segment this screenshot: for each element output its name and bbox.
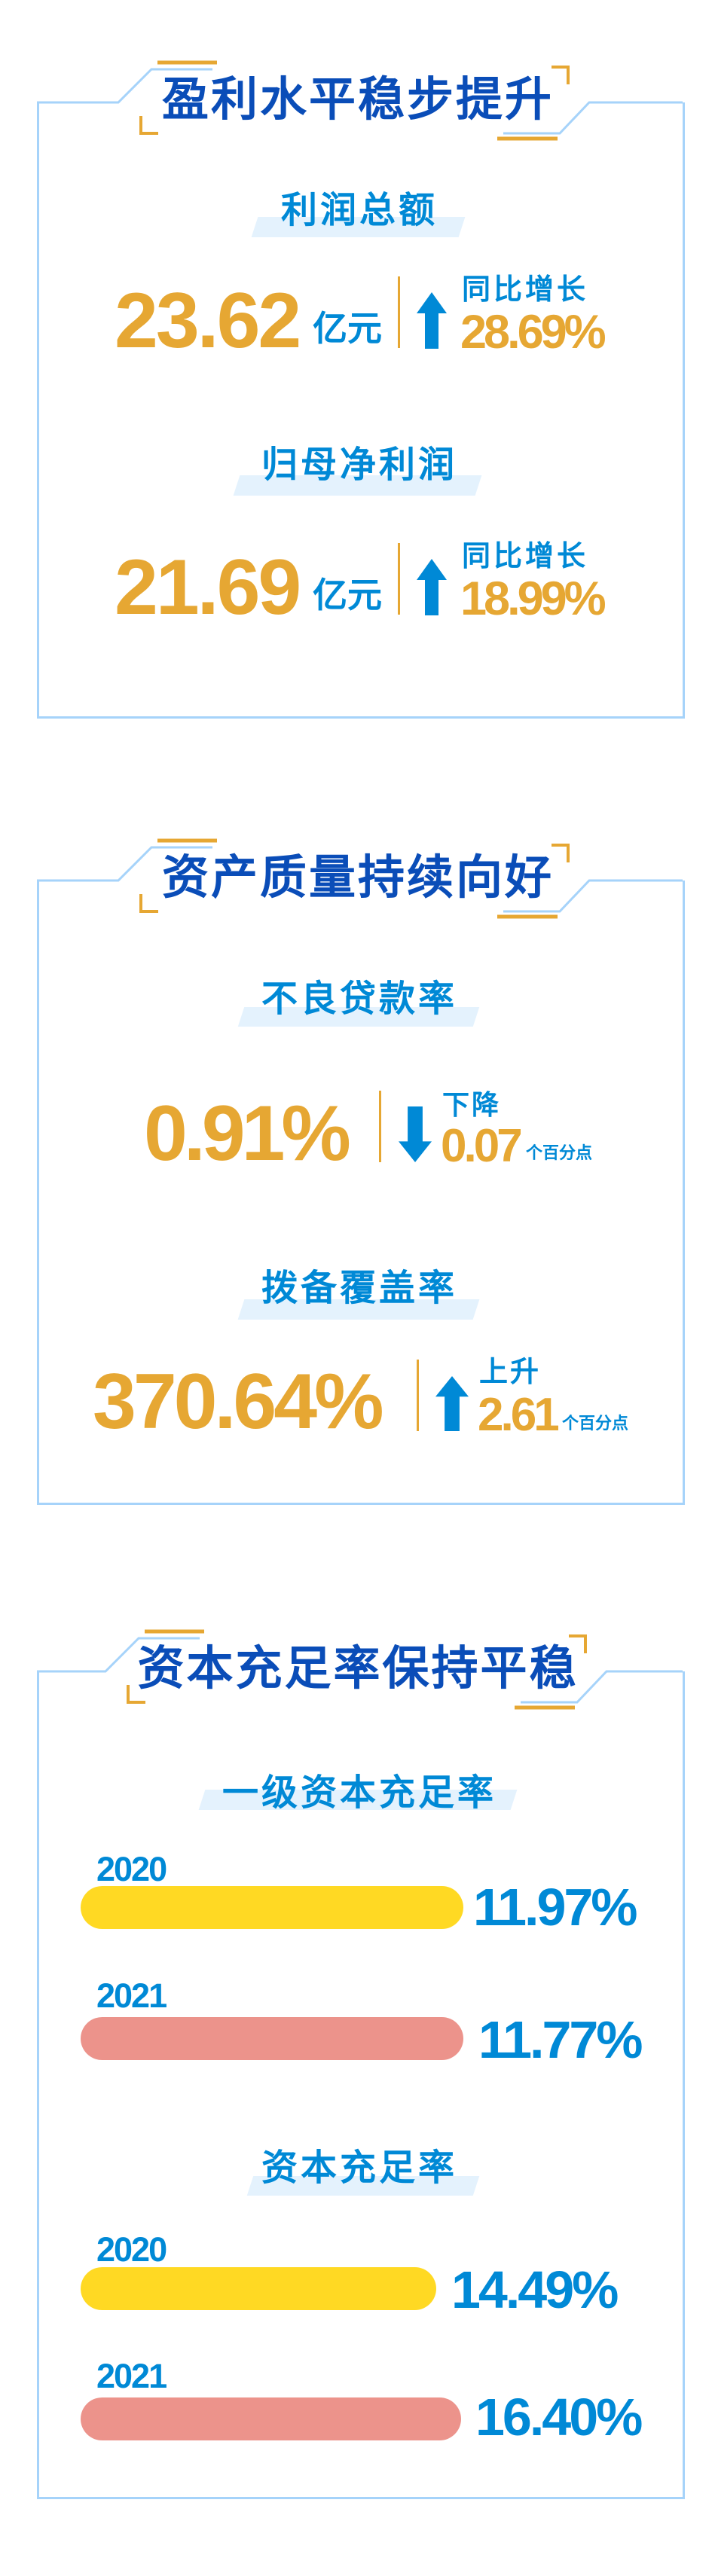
section-frame [37,102,685,719]
change-value: 28.69% [460,306,607,359]
metric-value: 0.91% [144,1090,351,1177]
divider [379,1091,381,1162]
metric-unit: 亿元 [313,575,382,615]
section-title: 资产质量持续向好 [161,852,554,904]
bar-value: 11.97% [473,1878,638,1937]
change-value: 0.07 [441,1120,523,1172]
section-frame [37,881,685,1505]
bar-year: 2020 [96,1850,167,1888]
arrow-up-icon [435,1376,469,1431]
divider [417,1360,419,1431]
metric-unit: 亿元 [313,309,382,348]
section-title: 盈利水平稳步提升 [161,74,554,126]
bar-value: 11.77% [478,2010,643,2069]
divider [398,276,400,348]
bar-year: 2021 [96,1976,167,2015]
group-label: 资本充足率 [261,2148,457,2188]
metric-value: 370.64% [93,1358,384,1445]
change-label: 上升 [479,1357,542,1388]
change-value: 18.99% [460,572,607,625]
title-decoration [37,60,683,141]
arrow-up-icon [417,559,447,615]
metric-label: 归母净利润 [261,445,457,485]
metric-label: 利润总额 [280,191,438,230]
change-label: 同比增长 [462,541,589,572]
group-label: 一级资本充足率 [222,1773,497,1813]
change-unit: 个百分点 [562,1414,629,1433]
change-label: 下降 [442,1089,502,1120]
bar-value: 14.49% [451,2260,619,2319]
section-frame [37,1671,685,2499]
bar-2021 [81,2397,461,2440]
metric-value: 23.62 [115,277,301,365]
metric-label: 拨备覆盖率 [261,1268,457,1308]
change-unit: 个百分点 [526,1143,593,1162]
title-decoration [37,1629,683,1710]
bar-year: 2021 [96,2357,167,2395]
bar-year: 2020 [96,2230,167,2269]
bar-value: 16.40% [475,2388,643,2446]
title-decoration [37,838,683,919]
change-value: 2.61 [478,1389,560,1441]
arrow-up-icon [417,292,447,349]
bar-2021 [81,2017,463,2060]
metric-value: 21.69 [115,544,301,631]
divider [398,543,400,615]
metric-label: 不良贷款率 [261,979,457,1019]
arrow-down-icon [399,1106,432,1162]
bar-2020 [81,2267,436,2310]
bar-2020 [81,1886,463,1929]
change-label: 同比增长 [462,274,589,306]
section-title: 资本充足率保持平稳 [137,1643,579,1695]
